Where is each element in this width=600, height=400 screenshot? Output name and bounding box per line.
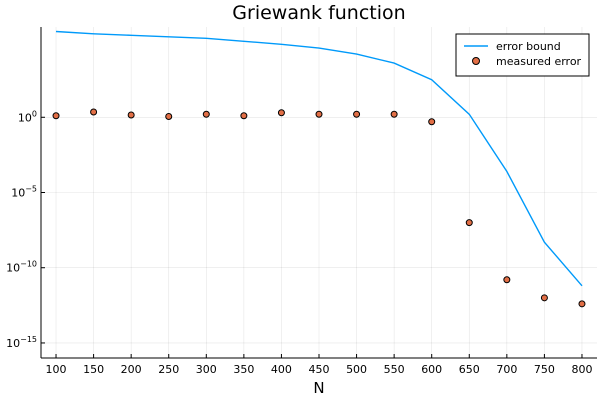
- x-tick-label: 600: [421, 363, 442, 376]
- data-point-measured-error: [315, 110, 323, 118]
- x-tick-label: 700: [496, 363, 517, 376]
- data-point-measured-error: [540, 294, 548, 302]
- data-point-measured-error: [240, 112, 248, 120]
- data-point-measured-error: [277, 109, 285, 117]
- x-tick-label: 550: [384, 363, 405, 376]
- x-tick-labels: 100 150 200 250 300 350 400 450 500 550 600 650 700 7…: [46, 363, 593, 376]
- data-point-measured-error: [465, 219, 473, 227]
- y-tick-label: 10−15: [6, 335, 37, 350]
- data-point-measured-error: [127, 111, 135, 119]
- y-tick-label: 10−5: [11, 185, 37, 200]
- chart-title: Griewank function: [232, 2, 405, 24]
- x-tick-label: 300: [196, 363, 217, 376]
- x-tick-label: 750: [534, 363, 555, 376]
- y-tick-label: 100: [18, 109, 37, 124]
- x-tick-label: 100: [46, 363, 67, 376]
- x-tick-label: 500: [346, 363, 367, 376]
- data-point-measured-error: [90, 108, 98, 116]
- legend-box: [455, 33, 590, 77]
- series-layer: [52, 30, 586, 308]
- legend-swatch-marker: [472, 57, 480, 65]
- data-point-measured-error: [503, 276, 511, 284]
- legend: error bound measured error: [455, 33, 590, 77]
- x-tick-label: 350: [233, 363, 254, 376]
- data-point-measured-error: [390, 110, 398, 118]
- x-tick-label: 250: [158, 363, 179, 376]
- y-tick-labels: 100 10−5 10−10 10−15: [6, 109, 37, 350]
- data-point-measured-error: [165, 113, 173, 121]
- x-tick-label: 200: [121, 363, 142, 376]
- x-tick-label: 450: [309, 363, 330, 376]
- data-point-measured-error: [428, 118, 436, 126]
- x-tick-label: 650: [459, 363, 480, 376]
- data-point-measured-error: [202, 110, 210, 118]
- y-tick-label: 10−10: [6, 260, 37, 275]
- data-point-measured-error: [52, 112, 60, 120]
- data-point-measured-error: [578, 300, 586, 308]
- x-axis-label: N: [313, 379, 324, 397]
- series-line-error-bound: [55, 30, 583, 287]
- x-tick-label: 800: [571, 363, 592, 376]
- x-tick-label: 150: [83, 363, 104, 376]
- data-point-measured-error: [353, 110, 361, 118]
- legend-label: measured error: [496, 55, 582, 68]
- x-tick-label: 400: [271, 363, 292, 376]
- axes: [40, 27, 597, 359]
- legend-label: error bound: [496, 40, 561, 53]
